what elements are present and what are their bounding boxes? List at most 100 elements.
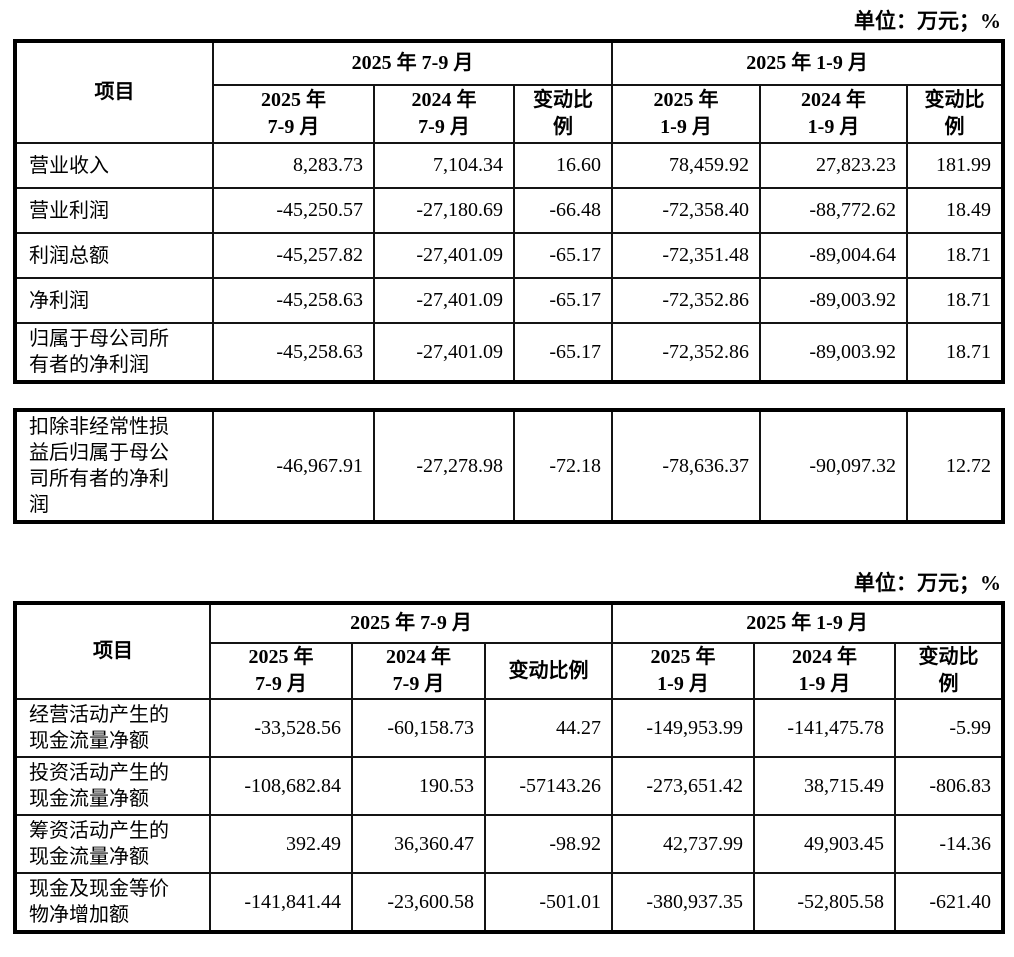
- value-cell: 7,104.34: [373, 142, 515, 189]
- value-cell: -60,158.73: [351, 698, 486, 758]
- value-cell: -23,600.58: [351, 872, 486, 933]
- value-cell: -273,651.42: [611, 756, 756, 816]
- value-cell: -45,250.57: [212, 187, 375, 234]
- table-row: 利润总额 -45,257.82 -27,401.09 -65.17 -72,351.48…: [14, 232, 1005, 279]
- table-row: 归属于母公司所 有者的净利润 -45,258.63 -27,401.09 -65.17…: [14, 322, 1005, 383]
- table-row: 经营活动产生的 现金流量净额 -33,528.56 -60,158.73 44.27-…: [14, 698, 1005, 758]
- value-cell: -5.99: [894, 698, 1005, 758]
- column-header-2024-q3: 2024 年 7-9 月: [351, 642, 486, 700]
- cash-flow-table: 项目 2025 年 7-9 月 2025 年 1-9 月 2025 年 7-9 …: [13, 601, 1006, 934]
- column-header-2024-q3: 2024 年 7-9 月: [373, 84, 515, 144]
- group-header-ytd: 2025 年 1-9 月: [611, 602, 1005, 644]
- value-cell: -45,257.82: [212, 232, 375, 279]
- value-cell: -27,401.09: [373, 322, 515, 383]
- cash-flow-table-body: 经营活动产生的 现金流量净额 -33,528.56 -60,158.73 44.27-…: [14, 698, 1005, 933]
- sub-header-row: 2025 年 7-9 月 2024 年 7-9 月 变动比 例 2025 年 1…: [15, 84, 1005, 144]
- row-label: 归属于母公司所 有者的净利润: [14, 322, 214, 383]
- value-cell: -90,097.32: [759, 409, 908, 523]
- value-cell: -33,528.56: [209, 698, 353, 758]
- column-header-2025-q3: 2025 年 7-9 月: [212, 84, 375, 144]
- row-label: 投资活动产生的 现金流量净额: [14, 756, 211, 816]
- row-label: 扣除非经常性损 益后归属于母公 司所有者的净利 润: [14, 409, 214, 523]
- value-cell: 12.72: [906, 409, 1004, 523]
- column-header-2024-ytd: 2024 年 1-9 月: [753, 642, 897, 700]
- sub-header-row: 2025 年 7-9 月 2024 年 7-9 月 变动比例 2025 年 1-…: [15, 642, 1005, 700]
- value-cell: -46,967.91: [212, 409, 375, 523]
- value-cell: 16.60: [512, 142, 614, 189]
- row-label: 利润总额: [14, 232, 214, 279]
- value-cell: -66.48: [512, 187, 614, 234]
- column-header-2024-ytd: 2024 年 1-9 月: [759, 84, 909, 144]
- row-label: 净利润: [14, 277, 214, 324]
- value-cell: -621.40: [894, 872, 1005, 933]
- value-cell: -141,841.44: [209, 872, 353, 933]
- value-cell: 42,737.99: [611, 814, 756, 874]
- value-cell: 190.53: [351, 756, 486, 816]
- row-label: 经营活动产生的 现金流量净额: [14, 698, 211, 758]
- value-cell: -27,401.09: [373, 277, 515, 324]
- value-cell: -88,772.62: [759, 187, 909, 234]
- value-cell: -78,636.37: [611, 409, 761, 523]
- group-header-row: 项目 2025 年 7-9 月 2025 年 1-9 月: [14, 40, 1005, 144]
- value-cell: 44.27: [483, 698, 614, 758]
- table-row: 扣除非经常性损 益后归属于母公 司所有者的净利 润 -46,967.91 -27,2…: [14, 409, 1004, 523]
- profit-summary-table: 项目 2025 年 7-9 月 2025 年 1-9 月 2025 年 7-9 …: [13, 39, 1006, 384]
- value-cell: -27,401.09: [373, 232, 515, 279]
- value-cell: 8,283.73: [212, 142, 375, 189]
- value-cell: -65.17: [512, 322, 614, 383]
- value-cell: -45,258.63: [212, 277, 375, 324]
- value-cell: -141,475.78: [753, 698, 897, 758]
- row-label: 营业收入: [14, 142, 214, 189]
- value-cell: -57143.26: [483, 756, 614, 816]
- value-cell: 36,360.47: [351, 814, 486, 874]
- table-row: 净利润 -45,258.63 -27,401.09 -65.17 -72,352.86-…: [14, 277, 1005, 324]
- non-recurring-profit-table: 扣除非经常性损 益后归属于母公 司所有者的净利 润 -46,967.91 -27,2…: [13, 408, 1005, 524]
- value-cell: -89,004.64: [759, 232, 909, 279]
- value-cell: -65.17: [512, 277, 614, 324]
- value-cell: -380,937.35: [611, 872, 756, 933]
- value-cell: -89,003.92: [759, 322, 909, 383]
- value-cell: -45,258.63: [212, 322, 375, 383]
- financial-report-page: 单位：万元；% 项目 2025 年 7-9 月 2025 年 1-9 月 202…: [13, 9, 1006, 934]
- column-header-change-ytd: 变动比 例: [906, 84, 1005, 144]
- value-cell: 78,459.92: [611, 142, 762, 189]
- value-cell: -72.18: [513, 409, 613, 523]
- value-cell: -14.36: [894, 814, 1005, 874]
- value-cell: 392.49: [209, 814, 353, 874]
- value-cell: 49,903.45: [753, 814, 897, 874]
- value-cell: -72,358.40: [611, 187, 762, 234]
- profit-table-header: 项目 2025 年 7-9 月 2025 年 1-9 月 2025 年 7-9 …: [14, 40, 1005, 144]
- column-header-2025-ytd: 2025 年 1-9 月: [611, 642, 756, 700]
- value-cell: 18.71: [906, 232, 1005, 279]
- column-header-item: 项目: [14, 40, 214, 144]
- column-header-change-q3: 变动比例: [483, 642, 614, 700]
- value-cell: 18.49: [906, 187, 1005, 234]
- profit-table-body: 营业收入 8,283.73 7,104.34 16.60 78,459.92 27,823…: [14, 142, 1005, 383]
- value-cell: -72,352.86: [611, 277, 762, 324]
- unit-label-bottom: 单位：万元；%: [854, 571, 1001, 595]
- value-cell: -501.01: [483, 872, 614, 933]
- table-row: 投资活动产生的 现金流量净额 -108,682.84 190.53 -57143.26…: [14, 756, 1005, 816]
- group-header-q3: 2025 年 7-9 月: [208, 602, 614, 644]
- value-cell: 18.71: [906, 277, 1005, 324]
- column-header-change-ytd: 变动比 例: [894, 642, 1005, 700]
- value-cell: -27,278.98: [373, 409, 515, 523]
- value-cell: -806.83: [894, 756, 1005, 816]
- column-header-2025-q3: 2025 年 7-9 月: [209, 642, 353, 700]
- value-cell: -72,352.86: [611, 322, 762, 383]
- table-row: 营业利润 -45,250.57 -27,180.69 -66.48 -72,358.40…: [14, 187, 1005, 234]
- non-recurring-table-body: 扣除非经常性损 益后归属于母公 司所有者的净利 润 -46,967.91 -27,2…: [14, 409, 1004, 523]
- row-label: 现金及现金等价 物净增加额: [14, 872, 211, 933]
- value-cell: -27,180.69: [373, 187, 515, 234]
- group-header-row: 项目 2025 年 7-9 月 2025 年 1-9 月: [14, 602, 1005, 700]
- table-row: 营业收入 8,283.73 7,104.34 16.60 78,459.92 27,823…: [14, 142, 1005, 189]
- value-cell: -72,351.48: [611, 232, 762, 279]
- cash-flow-table-header: 项目 2025 年 7-9 月 2025 年 1-9 月 2025 年 7-9 …: [14, 602, 1005, 700]
- column-header-change-q3: 变动比 例: [512, 84, 614, 144]
- table-row: 筹资活动产生的 现金流量净额 392.49 36,360.47 -98.92 42,73…: [14, 814, 1005, 874]
- unit-label-top: 单位：万元；%: [854, 9, 1001, 33]
- group-header-ytd: 2025 年 1-9 月: [611, 40, 1005, 86]
- column-header-2025-ytd: 2025 年 1-9 月: [611, 84, 762, 144]
- value-cell: -52,805.58: [753, 872, 897, 933]
- value-cell: -149,953.99: [611, 698, 756, 758]
